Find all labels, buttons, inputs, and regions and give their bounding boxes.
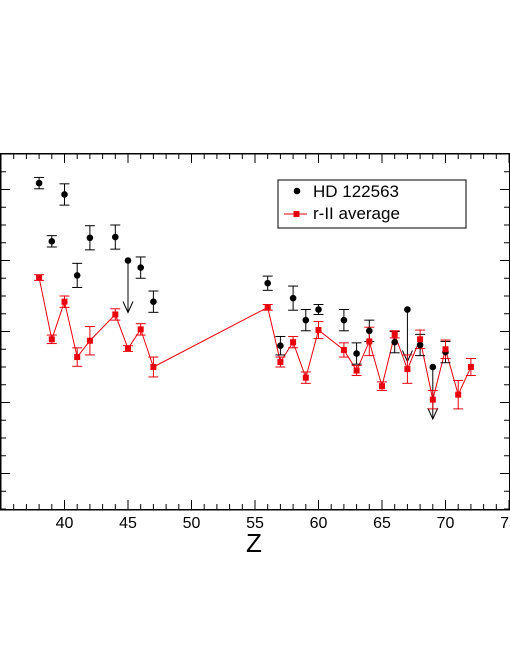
legend-marker-r-ii-average bbox=[293, 211, 300, 217]
point-r-ii-average bbox=[302, 374, 309, 381]
point-hd-122563 bbox=[61, 191, 68, 198]
legend-marker-hd-122563 bbox=[293, 187, 301, 195]
point-hd-122563 bbox=[112, 233, 119, 241]
x-tick-label: 75 bbox=[500, 515, 510, 532]
markers bbox=[35, 179, 474, 403]
upper-limit-arrow bbox=[401, 309, 413, 363]
point-r-ii-average bbox=[61, 298, 68, 305]
point-hd-122563 bbox=[289, 294, 297, 302]
point-hd-122563 bbox=[86, 234, 94, 242]
point-r-ii-average bbox=[112, 311, 119, 318]
point-r-ii-average bbox=[137, 326, 144, 333]
point-r-ii-average bbox=[366, 338, 373, 345]
point-r-ii-average bbox=[353, 367, 360, 374]
upper-limit-arrow bbox=[122, 260, 134, 314]
x-tick-label: 65 bbox=[373, 515, 391, 532]
point-hd-122563 bbox=[416, 341, 424, 349]
point-hd-122563 bbox=[404, 306, 411, 313]
point-r-ii-average bbox=[442, 346, 449, 353]
x-tick-label: 60 bbox=[310, 515, 328, 532]
point-r-ii-average bbox=[429, 396, 436, 403]
point-hd-122563 bbox=[366, 327, 373, 335]
point-hd-122563 bbox=[35, 179, 43, 187]
point-r-ii-average bbox=[455, 391, 462, 398]
point-hd-122563 bbox=[429, 363, 437, 371]
point-r-ii-average bbox=[150, 364, 157, 370]
point-hd-122563 bbox=[137, 264, 144, 271]
point-r-ii-average bbox=[125, 345, 131, 352]
legend-box bbox=[277, 179, 467, 229]
legend-label-hd-122563: HD 122563 bbox=[313, 182, 399, 201]
point-r-ii-average bbox=[48, 336, 55, 343]
point-hd-122563 bbox=[277, 342, 284, 350]
point-hd-122563 bbox=[73, 272, 81, 279]
x-tick-label: 40 bbox=[56, 515, 74, 532]
point-r-ii-average bbox=[379, 383, 385, 390]
point-r-ii-average bbox=[340, 346, 347, 353]
point-r-ii-average bbox=[36, 274, 43, 281]
legend-label-r-ii-average: r-II average bbox=[313, 204, 400, 223]
point-r-ii-average bbox=[315, 327, 322, 334]
point-r-ii-average bbox=[290, 339, 297, 346]
point-hd-122563 bbox=[150, 298, 157, 305]
point-r-ii-average bbox=[86, 337, 93, 344]
x-axis-title: Z bbox=[246, 528, 262, 558]
point-hd-122563 bbox=[353, 350, 360, 357]
point-hd-122563 bbox=[315, 306, 322, 313]
point-hd-122563 bbox=[391, 338, 399, 346]
point-r-ii-average bbox=[391, 331, 398, 338]
point-hd-122563 bbox=[48, 238, 56, 245]
series-line-r-ii-average bbox=[38, 277, 472, 400]
x-tick-label: 55 bbox=[246, 515, 264, 532]
point-r-ii-average bbox=[467, 364, 474, 370]
point-r-ii-average bbox=[277, 359, 284, 366]
point-hd-122563 bbox=[124, 257, 132, 264]
point-r-ii-average bbox=[404, 366, 411, 373]
point-hd-122563 bbox=[302, 316, 310, 324]
point-r-ii-average bbox=[74, 354, 81, 361]
x-tick-label: 45 bbox=[119, 515, 137, 532]
axes: 40 45 50 55 60 65 70 75 bbox=[0, 153, 510, 532]
point-r-ii-average bbox=[264, 304, 271, 311]
x-tick-label: 70 bbox=[437, 515, 455, 532]
legend: HD 122563 r-II average bbox=[277, 179, 467, 229]
point-r-ii-average bbox=[417, 336, 424, 343]
series-lines bbox=[38, 277, 472, 400]
point-hd-122563 bbox=[340, 316, 348, 324]
point-hd-122563 bbox=[264, 279, 272, 287]
x-tick-label: 50 bbox=[183, 515, 201, 532]
